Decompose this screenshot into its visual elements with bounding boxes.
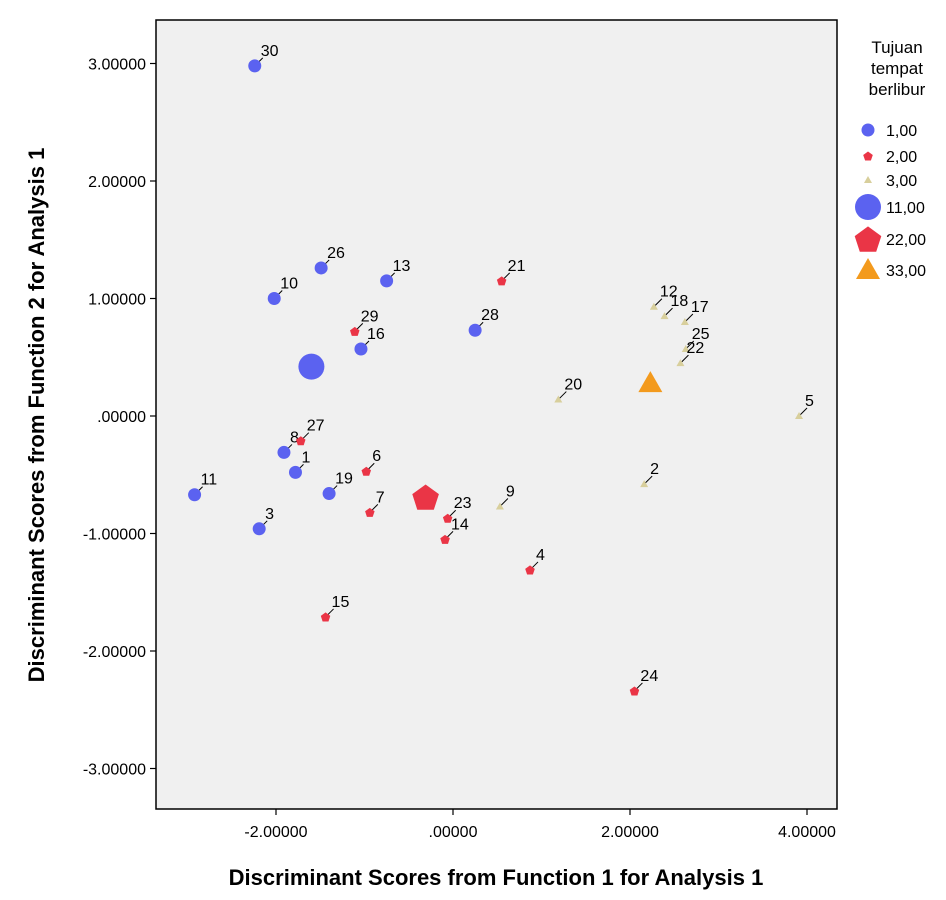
legend-label-22,00: 22,00 (886, 232, 926, 249)
legend: Tujuan tempat berlibur 1,00 2,00 3,00 11,00 22,… (854, 38, 926, 280)
point-label-2: 2 (650, 461, 659, 478)
point-label-11: 11 (201, 472, 218, 489)
data-point-17 (680, 318, 689, 325)
data-point-10 (267, 292, 281, 305)
legend-label-3,00: 3,00 (886, 173, 917, 190)
y-tick-label: 1.00000 (88, 292, 146, 309)
data-point-20 (554, 395, 563, 403)
x-tick-label: -2.00000 (244, 824, 307, 841)
data-point-11 (188, 488, 202, 502)
data-point-5 (795, 412, 804, 419)
legend-label-11,00: 11,00 (886, 200, 925, 217)
legend-marker-3,00 (864, 176, 872, 183)
point-label-19: 19 (335, 471, 353, 488)
legend-label-2,00: 2,00 (886, 149, 917, 166)
legend-marker-2,00 (863, 151, 873, 161)
x-tick-label: 4.00000 (778, 824, 836, 841)
x-tick-label: 2.00000 (601, 824, 659, 841)
group-centroid-11,00 (298, 353, 325, 380)
legend-marker-11,00 (855, 194, 881, 220)
point-label-26: 26 (327, 245, 345, 262)
plot-area (155, 19, 838, 810)
data-point-25 (681, 345, 690, 353)
point-label-30: 30 (261, 43, 279, 60)
data-point-28 (468, 323, 482, 337)
data-point-4 (525, 565, 535, 575)
data-point-8 (277, 445, 291, 459)
data-point-19 (322, 487, 336, 501)
point-label-8: 8 (290, 429, 299, 446)
point-label-22: 22 (686, 340, 704, 357)
x-axis-title: Discriminant Scores from Function 1 for … (229, 865, 764, 890)
point-label-15: 15 (332, 594, 350, 611)
data-point-30 (248, 59, 262, 73)
data-point-7 (365, 507, 375, 517)
y-tick-label: -2.00000 (83, 644, 146, 661)
point-label-1: 1 (301, 449, 310, 466)
data-point-26 (314, 261, 328, 275)
data-point-27 (296, 436, 306, 446)
point-label-13: 13 (393, 258, 411, 275)
point-label-18: 18 (671, 293, 689, 310)
legend-title-line: tempat (871, 59, 923, 78)
data-point-29 (350, 326, 360, 336)
data-point-22 (676, 359, 685, 367)
data-point-12 (649, 302, 658, 310)
point-label-10: 10 (280, 276, 298, 293)
data-point-13 (380, 274, 394, 288)
legend-label-33,00: 33,00 (886, 263, 926, 280)
point-label-5: 5 (805, 393, 814, 410)
point-label-17: 17 (691, 299, 709, 316)
legend-title-line: berlibur (869, 80, 926, 99)
point-label-12: 12 (660, 284, 678, 301)
y-axis: 3.00000 2.00000 1.00000 .00000 -1.00000 -2.00… (83, 57, 156, 779)
point-label-21: 21 (508, 258, 526, 275)
point-label-7: 7 (376, 489, 385, 506)
legend-marker-33,00 (856, 258, 880, 279)
point-label-20: 20 (564, 377, 582, 394)
data-point-6 (361, 466, 371, 476)
x-tick-label: .00000 (429, 824, 478, 841)
legend-title-line: Tujuan (871, 38, 922, 57)
point-label-4: 4 (536, 547, 545, 564)
legend-marker-22,00 (854, 226, 882, 252)
data-point-16 (354, 342, 368, 356)
point-label-6: 6 (372, 448, 381, 465)
legend-label-1,00: 1,00 (886, 123, 917, 140)
data-point-15 (320, 612, 331, 622)
data-point-24 (629, 686, 640, 696)
point-label-27: 27 (307, 418, 325, 435)
data-point-9 (495, 502, 504, 510)
y-axis-title: Discriminant Scores from Function 2 for … (24, 148, 49, 683)
y-tick-label: -1.00000 (83, 527, 146, 544)
point-label-14: 14 (451, 516, 469, 533)
point-label-24: 24 (640, 668, 658, 685)
data-point-23 (442, 513, 453, 523)
data-point-3 (252, 522, 266, 536)
point-label-23: 23 (454, 495, 472, 512)
x-axis: -2.00000 .00000 2.00000 4.00000 (244, 809, 836, 841)
y-tick-label: -3.00000 (83, 762, 146, 779)
centroids-layer (298, 353, 663, 510)
data-point-14 (440, 534, 450, 544)
point-label-16: 16 (367, 326, 385, 343)
group-centroid-22,00 (412, 484, 439, 510)
point-label-25: 25 (692, 326, 710, 343)
group-centroid-33,00 (638, 371, 663, 393)
y-tick-label: .00000 (97, 409, 146, 426)
data-point-2 (640, 480, 649, 488)
y-tick-label: 2.00000 (88, 174, 146, 191)
point-label-28: 28 (481, 307, 499, 324)
point-label-3: 3 (265, 506, 274, 523)
legend-marker-1,00 (861, 123, 875, 137)
data-point-21 (496, 276, 507, 286)
data-point-18 (660, 312, 669, 320)
data-point-1 (288, 465, 302, 479)
point-label-9: 9 (506, 483, 515, 500)
point-label-29: 29 (361, 308, 379, 325)
y-tick-label: 3.00000 (88, 57, 146, 74)
